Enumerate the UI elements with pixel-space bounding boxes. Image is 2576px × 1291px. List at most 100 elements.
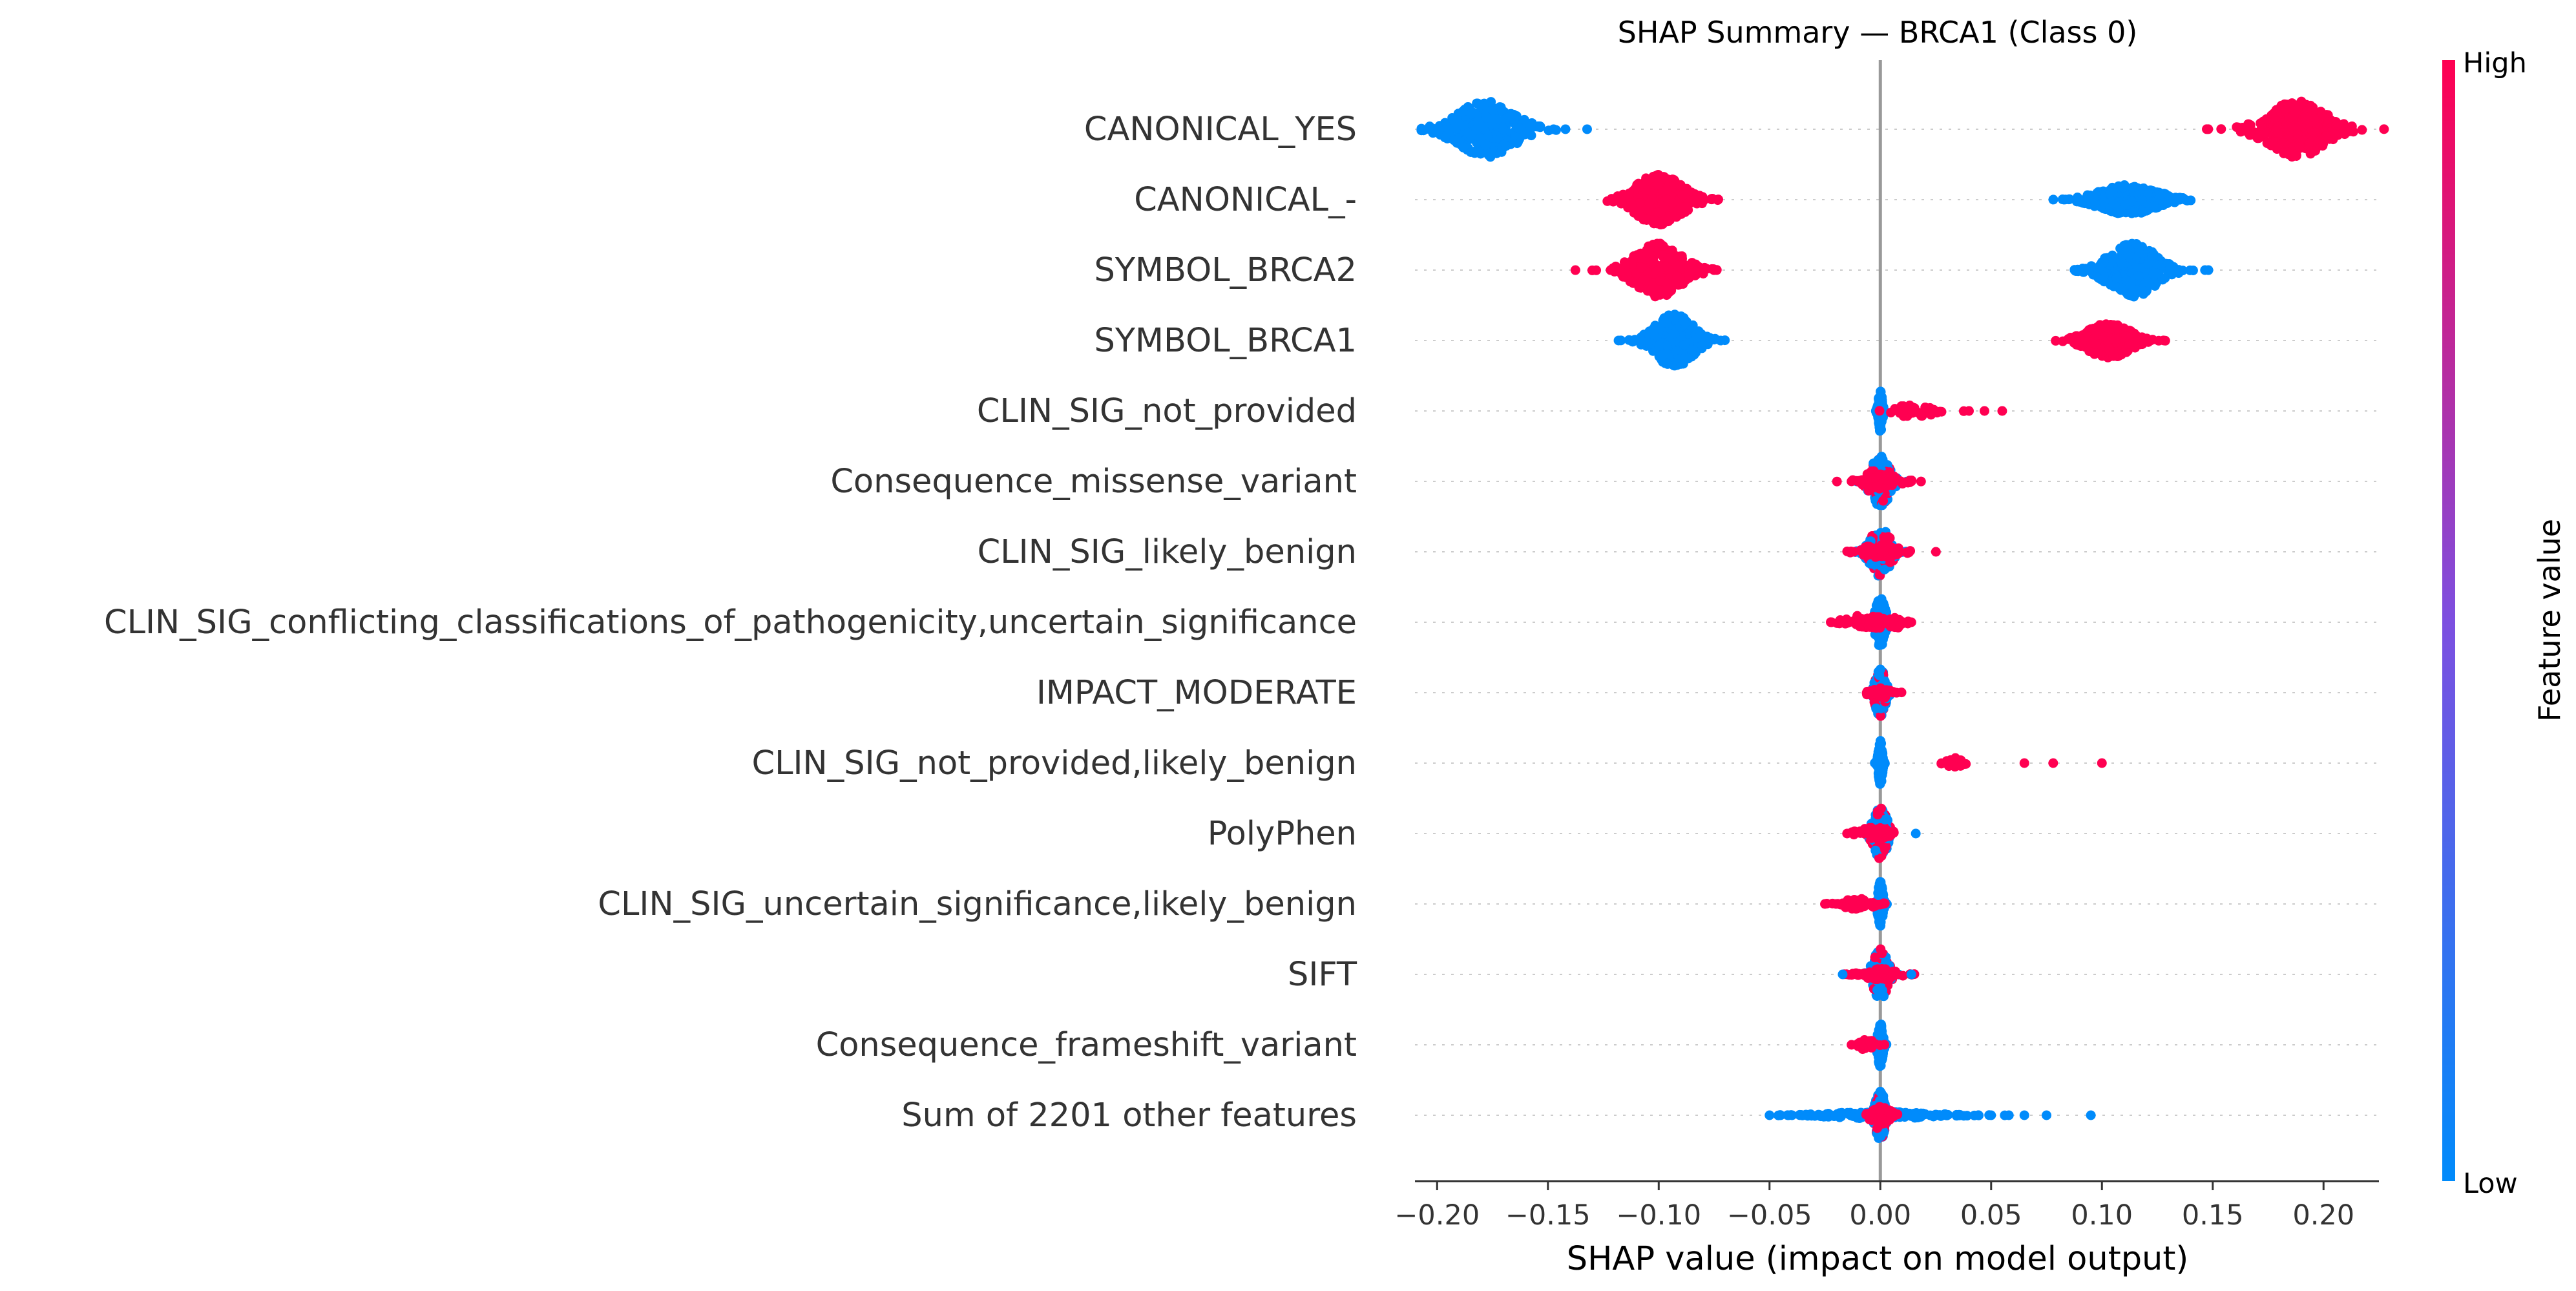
- shap-point: [2126, 196, 2137, 207]
- shap-point: [1805, 1109, 1816, 1120]
- shap-point: [1467, 130, 1477, 140]
- shap-point: [2216, 124, 2226, 134]
- feature-label: SYMBOL_BRCA2: [1094, 251, 1357, 289]
- x-tick-label: −0.20: [1394, 1199, 1480, 1232]
- shap-point: [2155, 189, 2166, 200]
- shap-point: [1832, 476, 1842, 487]
- shap-point: [1851, 903, 1861, 914]
- shap-point: [1875, 469, 1885, 479]
- shap-point: [2091, 339, 2101, 349]
- shap-point: [1707, 193, 1717, 204]
- shap-point: [1591, 265, 1602, 275]
- x-tick-label: −0.05: [1727, 1199, 1812, 1232]
- shap-point: [2105, 189, 2115, 199]
- shap-point: [1855, 826, 1865, 837]
- shap-point: [1906, 969, 1916, 980]
- shap-point: [2165, 266, 2175, 277]
- shap-point: [1963, 406, 1974, 416]
- feature-label: PolyPhen: [1208, 815, 1357, 853]
- shap-point: [1635, 180, 1645, 190]
- shap-point: [1606, 265, 1616, 275]
- feature-row-dots: [1820, 877, 1892, 931]
- feature-row-dots: [1870, 386, 2007, 436]
- shap-point: [1876, 594, 1887, 604]
- shap-point: [2170, 193, 2181, 203]
- feature-label: SIFT: [1288, 956, 1357, 994]
- shap-point: [2318, 138, 2329, 149]
- shap-point: [1644, 337, 1654, 347]
- shap-point: [1950, 753, 1960, 763]
- shap-point: [1635, 198, 1645, 209]
- shap-point: [1875, 736, 1885, 746]
- shap-point: [1820, 899, 1830, 909]
- shap-point: [1979, 406, 1989, 416]
- shap-point: [1940, 1109, 1950, 1119]
- shap-point: [1893, 543, 1903, 553]
- shap-point: [1876, 425, 1887, 435]
- feature-label: IMPACT_MODERATE: [1036, 674, 1357, 712]
- shap-point: [1501, 141, 1511, 151]
- shap-point: [1662, 359, 1673, 369]
- shap-point: [1962, 1111, 1973, 1121]
- shap-point: [1871, 703, 1881, 713]
- shap-point: [2051, 335, 2061, 346]
- shap-point: [1863, 899, 1874, 910]
- shap-point: [1480, 140, 1491, 151]
- shap-point: [1916, 410, 1927, 421]
- shap-point: [1827, 617, 1837, 627]
- shap-point: [1885, 1111, 1896, 1122]
- x-tick-label: 0.00: [1849, 1199, 1911, 1232]
- shap-point: [1874, 853, 1885, 863]
- feature-row-dots: [1570, 238, 2214, 302]
- x-axis-ticks: −0.20 −0.15 −0.10 −0.05 0.00 0.05 0.10 0.15 0.20: [1394, 1181, 2354, 1232]
- shap-point: [1877, 684, 1887, 695]
- x-axis-title: SHAP value (impact on model output): [1567, 1240, 2189, 1278]
- shap-point: [1872, 752, 1883, 762]
- shap-point: [2134, 271, 2144, 282]
- shap-point: [2302, 120, 2312, 130]
- shap-point: [2137, 195, 2147, 205]
- colorbar: [2442, 60, 2455, 1181]
- shap-point: [1907, 408, 1918, 418]
- shap-point: [2137, 334, 2148, 344]
- shap-point: [1654, 341, 1664, 351]
- shap-point: [2290, 100, 2300, 110]
- feature-row-dots: [1826, 594, 1916, 650]
- shap-point: [1879, 532, 1889, 543]
- shap-point: [1961, 759, 1971, 769]
- colorbar-title: Feature value: [2532, 519, 2567, 722]
- shap-point: [1911, 828, 1921, 839]
- shap-point: [2245, 130, 2255, 140]
- shap-point: [1457, 107, 1467, 117]
- shap-point: [2147, 251, 2157, 262]
- x-tick-label: −0.15: [1505, 1199, 1591, 1232]
- shap-point: [1797, 1110, 1808, 1120]
- shap-point: [1525, 120, 1535, 131]
- shap-point: [1880, 564, 1890, 574]
- shap-point: [2155, 260, 2166, 270]
- shap-point: [1874, 457, 1884, 468]
- shap-point: [1932, 408, 1942, 418]
- shap-point: [1875, 664, 1885, 675]
- shap-point: [1649, 330, 1659, 340]
- shap-point: [1877, 542, 1887, 552]
- shap-point: [1876, 1055, 1887, 1065]
- shap-point: [1948, 761, 1958, 771]
- shap-point: [1997, 406, 2007, 416]
- colorbar-high-label: High: [2463, 47, 2527, 79]
- feature-label: CLIN_SIG_likely_benign: [978, 533, 1357, 571]
- feature-row-dots: [1832, 452, 1926, 510]
- shap-point: [1850, 969, 1860, 980]
- shap-point: [1582, 124, 1592, 134]
- shap-point: [2117, 258, 2127, 268]
- shap-point: [1720, 335, 1730, 346]
- shap-point: [1821, 1110, 1831, 1120]
- shap-point: [1880, 898, 1890, 908]
- shap-point: [1874, 406, 1885, 416]
- shap-point: [1476, 149, 1486, 159]
- shap-point: [2348, 127, 2358, 137]
- shap-point: [1858, 475, 1868, 485]
- shap-point: [2135, 262, 2146, 273]
- shap-point: [1889, 966, 1900, 976]
- shap-point: [1876, 387, 1886, 397]
